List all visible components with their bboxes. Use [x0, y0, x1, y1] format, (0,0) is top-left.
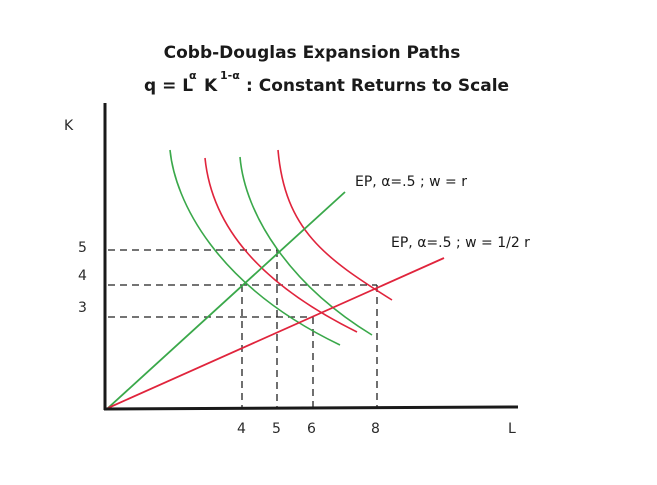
y-tick-label-5: 5 [78, 240, 87, 256]
title-formula-k: K [204, 76, 218, 96]
expansion-path-red-line [107, 257, 445, 409]
title-formula-q: q = L [144, 76, 193, 96]
y-axis-label: K [64, 118, 74, 134]
title-line-2: q = L α K 1-α : Constant Returns to Scal… [144, 69, 509, 96]
x-tick-label-8: 8 [371, 421, 380, 437]
x-axis-label: L [508, 421, 516, 437]
ep-label-green: EP, α=.5 ; w = r [355, 174, 467, 190]
y-tick-label-3: 3 [78, 300, 87, 316]
x-axis-line [103, 405, 519, 411]
y-tick-label-4: 4 [78, 268, 87, 284]
x-tick-label-5: 5 [272, 421, 281, 437]
title-k-exponent: 1-α [220, 69, 240, 82]
isoquant-red-inner [204, 157, 358, 333]
x-tick-label-6: 6 [307, 421, 316, 437]
isoquant-green-outer [239, 156, 373, 336]
expansion-path-green-line [107, 191, 346, 409]
x-tick-label-4: 4 [237, 421, 246, 437]
isoquant-red-outer [277, 149, 393, 301]
title-alpha-exponent: α [189, 69, 197, 82]
ep-label-red: EP, α=.5 ; w = 1/2 r [391, 235, 530, 251]
title-constant-returns: : Constant Returns to Scale [246, 76, 509, 96]
title-line-1: Cobb-Douglas Expansion Paths [164, 43, 461, 63]
isoquant-green-inner [169, 149, 341, 346]
